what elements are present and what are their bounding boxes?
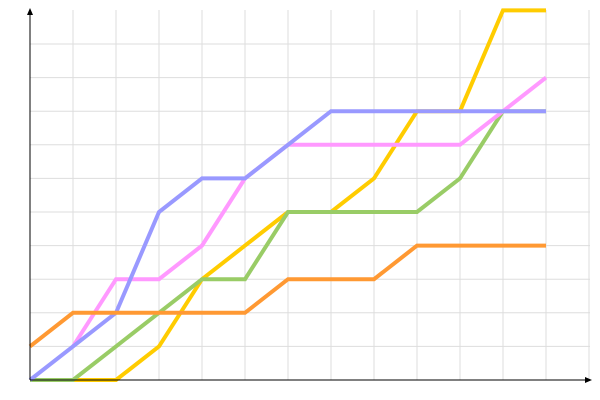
series-line-5 bbox=[28, 243, 546, 348]
x-axis-arrow bbox=[585, 377, 592, 383]
series-line-2 bbox=[30, 109, 546, 382]
grid bbox=[30, 10, 590, 380]
series-line-3 bbox=[71, 76, 548, 348]
y-axis-arrow bbox=[27, 8, 33, 15]
